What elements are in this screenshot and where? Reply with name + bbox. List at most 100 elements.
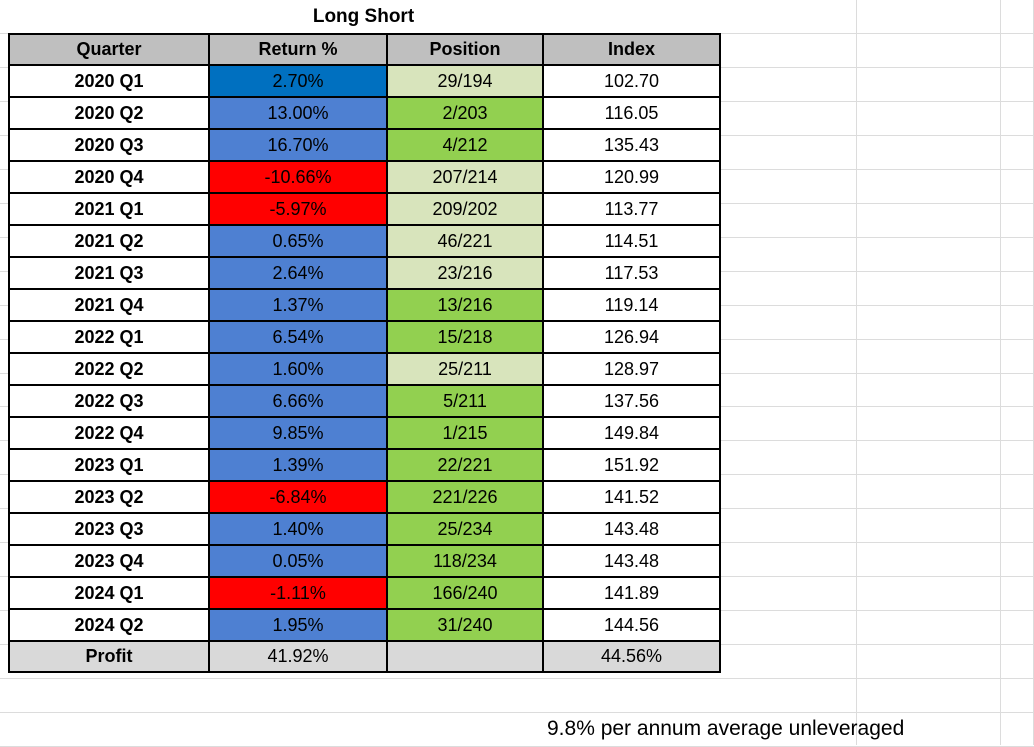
return-cell[interactable]: -10.66%	[208, 160, 388, 194]
index-cell[interactable]: 143.48	[542, 544, 721, 578]
index-cell[interactable]: 149.84	[542, 416, 721, 450]
index-cell[interactable]: 126.94	[542, 320, 721, 354]
return-cell[interactable]: 0.05%	[208, 544, 388, 578]
column-header-return[interactable]: Return %	[208, 33, 388, 66]
quarter-cell[interactable]: 2022 Q1	[8, 320, 210, 354]
profit-position-cell[interactable]	[386, 640, 544, 673]
position-cell[interactable]: 4/212	[386, 128, 544, 162]
quarter-cell[interactable]: 2020 Q2	[8, 96, 210, 130]
index-cell[interactable]: 144.56	[542, 608, 721, 642]
index-cell[interactable]: 120.99	[542, 160, 721, 194]
quarter-cell[interactable]: 2022 Q4	[8, 416, 210, 450]
quarter-cell[interactable]: 2020 Q4	[8, 160, 210, 194]
return-cell[interactable]: 16.70%	[208, 128, 388, 162]
quarter-cell[interactable]: 2021 Q2	[8, 224, 210, 258]
index-cell[interactable]: 119.14	[542, 288, 721, 322]
long-short-table: Quarter Return % Position Index 2020 Q1 2.70%…	[8, 33, 721, 673]
index-cell[interactable]: 151.92	[542, 448, 721, 482]
return-cell[interactable]: 1.39%	[208, 448, 388, 482]
column-header-position[interactable]: Position	[386, 33, 544, 66]
gridline-vertical	[856, 0, 857, 745]
quarter-cell[interactable]: 2023 Q4	[8, 544, 210, 578]
index-cell[interactable]: 102.70	[542, 64, 721, 98]
position-cell[interactable]: 13/216	[386, 288, 544, 322]
sheet-title: Long Short	[312, 5, 415, 27]
return-cell[interactable]: 2.70%	[208, 64, 388, 98]
position-cell[interactable]: 5/211	[386, 384, 544, 418]
return-cell[interactable]: 2.64%	[208, 256, 388, 290]
column-header-quarter[interactable]: Quarter	[8, 33, 210, 66]
index-cell[interactable]: 113.77	[542, 192, 721, 226]
profit-row: Profit 41.92% 44.56%	[8, 640, 721, 673]
return-cell[interactable]: -5.97%	[208, 192, 388, 226]
gridline-horizontal	[0, 678, 1034, 679]
quarter-cell[interactable]: 2023 Q3	[8, 512, 210, 546]
return-cell[interactable]: -1.11%	[208, 576, 388, 610]
table-row: 2020 Q2 13.00% 2/203 116.05	[8, 96, 721, 130]
index-cell[interactable]: 137.56	[542, 384, 721, 418]
position-cell[interactable]: 29/194	[386, 64, 544, 98]
position-cell[interactable]: 23/216	[386, 256, 544, 290]
return-cell[interactable]: -6.84%	[208, 480, 388, 514]
quarter-cell[interactable]: 2021 Q3	[8, 256, 210, 290]
profit-return-cell[interactable]: 41.92%	[208, 640, 388, 673]
table-row: 2020 Q1 2.70% 29/194 102.70	[8, 64, 721, 98]
position-cell[interactable]: 166/240	[386, 576, 544, 610]
position-cell[interactable]: 46/221	[386, 224, 544, 258]
per-annum-note: 9.8% per annum average unleveraged	[547, 716, 905, 740]
column-header-index[interactable]: Index	[542, 33, 721, 66]
table-row: 2022 Q1 6.54% 15/218 126.94	[8, 320, 721, 354]
position-cell[interactable]: 209/202	[386, 192, 544, 226]
index-cell[interactable]: 135.43	[542, 128, 721, 162]
position-cell[interactable]: 22/221	[386, 448, 544, 482]
return-cell[interactable]: 1.37%	[208, 288, 388, 322]
return-cell[interactable]: 6.66%	[208, 384, 388, 418]
quarter-cell[interactable]: 2023 Q2	[8, 480, 210, 514]
table-row: 2023 Q2 -6.84% 221/226 141.52	[8, 480, 721, 514]
profit-index-cell[interactable]: 44.56%	[542, 640, 721, 673]
return-cell[interactable]: 0.65%	[208, 224, 388, 258]
gridline-vertical	[1000, 0, 1001, 745]
quarter-cell[interactable]: 2021 Q4	[8, 288, 210, 322]
return-cell[interactable]: 1.40%	[208, 512, 388, 546]
return-cell[interactable]: 13.00%	[208, 96, 388, 130]
quarter-cell[interactable]: 2022 Q2	[8, 352, 210, 386]
table-row: 2023 Q3 1.40% 25/234 143.48	[8, 512, 721, 546]
position-cell[interactable]: 207/214	[386, 160, 544, 194]
position-cell[interactable]: 1/215	[386, 416, 544, 450]
index-cell[interactable]: 128.97	[542, 352, 721, 386]
table-row: 2023 Q4 0.05% 118/234 143.48	[8, 544, 721, 578]
index-cell[interactable]: 141.89	[542, 576, 721, 610]
position-cell[interactable]: 15/218	[386, 320, 544, 354]
position-cell[interactable]: 31/240	[386, 608, 544, 642]
return-cell[interactable]: 1.95%	[208, 608, 388, 642]
position-cell[interactable]: 118/234	[386, 544, 544, 578]
index-cell[interactable]: 116.05	[542, 96, 721, 130]
table-row: 2022 Q2 1.60% 25/211 128.97	[8, 352, 721, 386]
quarter-cell[interactable]: 2022 Q3	[8, 384, 210, 418]
index-cell[interactable]: 141.52	[542, 480, 721, 514]
quarter-cell[interactable]: 2020 Q1	[8, 64, 210, 98]
index-cell[interactable]: 114.51	[542, 224, 721, 258]
profit-label-cell[interactable]: Profit	[8, 640, 210, 673]
index-cell[interactable]: 117.53	[542, 256, 721, 290]
table-row: 2020 Q3 16.70% 4/212 135.43	[8, 128, 721, 162]
table-row: 2022 Q3 6.66% 5/211 137.56	[8, 384, 721, 418]
return-cell[interactable]: 6.54%	[208, 320, 388, 354]
return-cell[interactable]: 9.85%	[208, 416, 388, 450]
quarter-cell[interactable]: 2024 Q1	[8, 576, 210, 610]
index-cell[interactable]: 143.48	[542, 512, 721, 546]
position-cell[interactable]: 2/203	[386, 96, 544, 130]
position-cell[interactable]: 25/211	[386, 352, 544, 386]
position-cell[interactable]: 221/226	[386, 480, 544, 514]
quarter-cell[interactable]: 2021 Q1	[8, 192, 210, 226]
position-cell[interactable]: 25/234	[386, 512, 544, 546]
table-row: 2021 Q4 1.37% 13/216 119.14	[8, 288, 721, 322]
quarter-cell[interactable]: 2020 Q3	[8, 128, 210, 162]
return-cell[interactable]: 1.60%	[208, 352, 388, 386]
table-row: 2022 Q4 9.85% 1/215 149.84	[8, 416, 721, 450]
quarter-cell[interactable]: 2024 Q2	[8, 608, 210, 642]
table-row: 2024 Q2 1.95% 31/240 144.56	[8, 608, 721, 642]
quarter-cell[interactable]: 2023 Q1	[8, 448, 210, 482]
header-row: Quarter Return % Position Index	[8, 33, 721, 66]
